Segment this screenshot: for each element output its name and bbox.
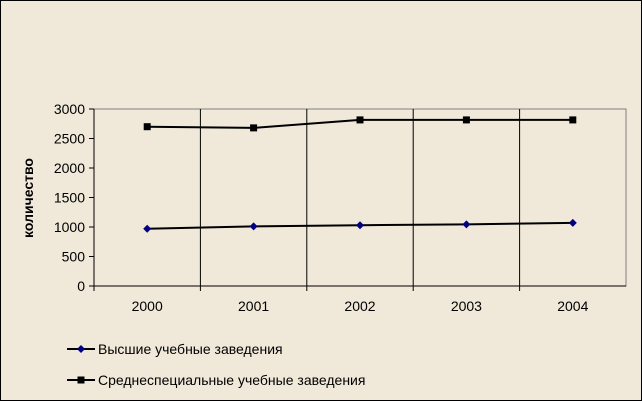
data-point — [569, 116, 577, 124]
x-tick-label: 2002 — [344, 298, 375, 314]
x-tick-label: 2000 — [132, 298, 163, 314]
y-tick-label: 0 — [77, 278, 85, 294]
data-point — [250, 124, 258, 132]
data-point — [143, 224, 152, 233]
data-point — [462, 116, 470, 124]
data-point — [249, 222, 258, 231]
data-point — [356, 116, 364, 124]
y-tick-label: 2000 — [54, 160, 85, 176]
x-tick-label: 2004 — [557, 298, 588, 314]
data-point — [356, 221, 364, 230]
y-axis-label: количество — [20, 158, 36, 238]
data-point — [143, 123, 151, 131]
x-tick-label: 2001 — [238, 298, 269, 314]
x-tick-label: 2003 — [451, 298, 482, 314]
y-tick-label: 3000 — [54, 101, 85, 117]
y-tick-label: 2500 — [54, 131, 85, 147]
legend-marker — [77, 376, 85, 384]
data-point — [568, 218, 577, 227]
plot-area — [93, 108, 627, 287]
y-tick-label: 1500 — [54, 190, 85, 206]
data-point — [462, 220, 471, 229]
legend-label: Высшие учебные заведения — [98, 341, 283, 357]
legend-label: Среднеспециальные учебные заведения — [98, 372, 365, 388]
legend-marker — [77, 345, 85, 353]
y-tick-label: 1000 — [54, 219, 85, 235]
y-tick-label: 500 — [62, 249, 86, 265]
